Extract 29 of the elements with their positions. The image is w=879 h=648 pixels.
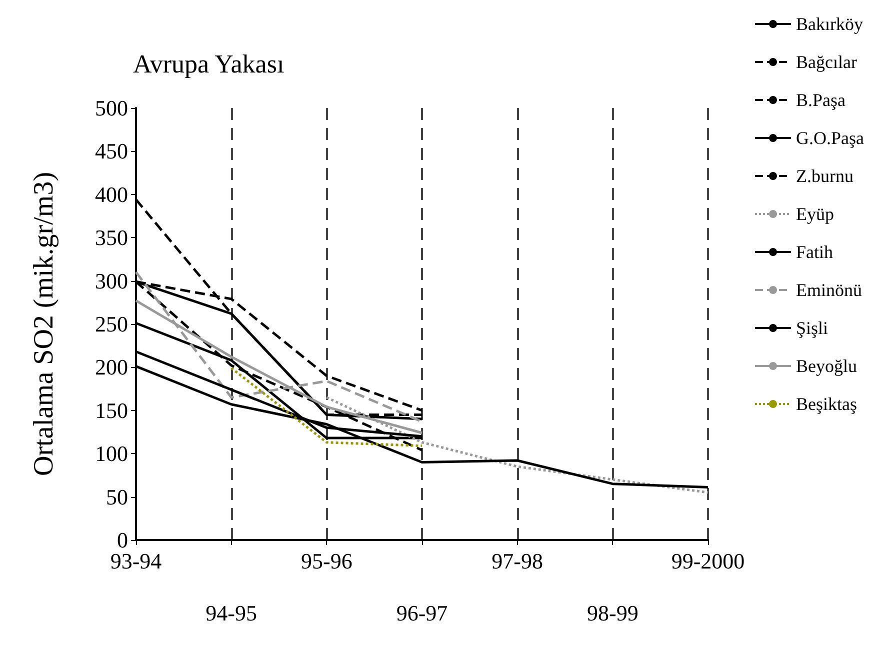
legend-label: Eyüp [796, 204, 834, 224]
legend-label: Şişli [796, 318, 828, 338]
x-tick-label: 94-95 [206, 600, 257, 626]
x-tick-label: 97-98 [492, 548, 543, 574]
y-tick-label: 500 [95, 96, 128, 120]
legend-label: G.O.Paşa [796, 128, 864, 148]
y-tick-label: 50 [106, 484, 128, 510]
y-tick-label: 300 [95, 268, 128, 294]
legend-label: Beşiktaş [796, 394, 858, 414]
legend-label: Bakırköy [796, 14, 864, 34]
y-tick-label: 400 [95, 182, 128, 207]
x-tick-label: 96-97 [396, 600, 448, 626]
y-axis-title: Ortalama SO2 (mik.gr/m3) [28, 172, 60, 476]
legend-label: Eminönü [796, 280, 862, 300]
legend-label: Beyoğlu [796, 356, 858, 376]
x-tick-label: 99-2000 [671, 548, 745, 574]
y-tick-label: 150 [95, 398, 128, 423]
legend-label: Fatih [796, 242, 834, 262]
y-tick-label: 100 [95, 441, 128, 466]
legend-label: Z.burnu [796, 166, 854, 186]
y-tick-label: 250 [95, 312, 128, 336]
y-tick-label: 350 [95, 225, 128, 250]
x-tick-label: 98-99 [587, 600, 638, 626]
chart-title: Avrupa Yakası [133, 50, 284, 78]
y-tick-label: 200 [95, 354, 128, 380]
y-tick-label: 450 [95, 138, 128, 164]
x-tick-label: 95-96 [301, 548, 352, 574]
legend-label: B.Paşa [796, 90, 846, 110]
legend-label: Bağcılar [796, 52, 857, 72]
